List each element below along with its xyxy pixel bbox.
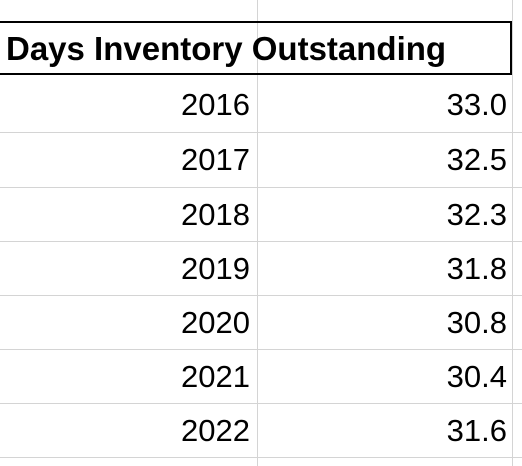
value-cell[interactable]: 31.6 (446, 413, 507, 448)
row-divider (0, 457, 522, 458)
row-divider (0, 295, 522, 296)
table-row: 2019 31.8 (0, 241, 522, 296)
table-row: 2018 32.3 (0, 187, 522, 242)
table-row: 2020 30.8 (0, 295, 522, 350)
year-cell[interactable]: 2017 (181, 142, 250, 177)
table-row: 2016 33.0 (0, 77, 522, 132)
column-divider (512, 0, 513, 466)
year-cell[interactable]: 2021 (181, 359, 250, 394)
table-row: 2021 30.4 (0, 349, 522, 404)
row-divider (0, 187, 522, 188)
value-cell[interactable]: 31.8 (446, 251, 507, 286)
table-row: 2017 32.5 (0, 132, 522, 187)
year-cell[interactable]: 2022 (181, 413, 250, 448)
row-divider (0, 241, 522, 242)
value-cell[interactable]: 32.3 (446, 197, 507, 232)
header-cell-border (0, 21, 512, 75)
value-cell[interactable]: 30.4 (446, 359, 507, 394)
table-row: 2022 31.6 (0, 403, 522, 458)
value-cell[interactable]: 30.8 (446, 305, 507, 340)
year-cell[interactable]: 2019 (181, 251, 250, 286)
row-divider (0, 403, 522, 404)
row-divider (0, 349, 522, 350)
year-cell[interactable]: 2020 (181, 305, 250, 340)
value-cell[interactable]: 33.0 (446, 87, 507, 122)
year-cell[interactable]: 2016 (181, 87, 250, 122)
header-cell[interactable]: Days Inventory Outstanding (6, 30, 447, 67)
year-cell[interactable]: 2018 (181, 197, 250, 232)
empty-row[interactable] (0, 0, 522, 21)
row-divider (0, 132, 522, 133)
value-cell[interactable]: 32.5 (446, 142, 507, 177)
column-divider (257, 0, 258, 466)
